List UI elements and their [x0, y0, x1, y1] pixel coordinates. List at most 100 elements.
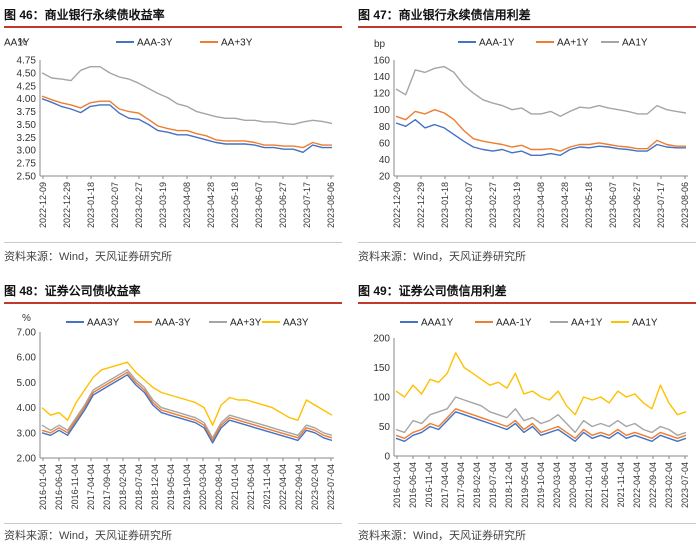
y-tick-label: 4.75	[17, 56, 37, 67]
x-tick-label: 2016-06-04	[408, 462, 418, 508]
series-line-AA3Y	[41, 361, 333, 426]
x-tick-label: 2016-06-04	[54, 464, 64, 510]
legend-label: AA1Y	[632, 318, 658, 329]
y-tick-label: 3.75	[17, 107, 37, 118]
legend-label: AA1Y	[622, 38, 648, 49]
y-tick-label: 160	[373, 56, 390, 67]
y-tick-label: 2.75	[17, 159, 37, 170]
x-tick-label: 2023-02-07	[464, 182, 474, 228]
chart-title: 图 47：商业银行永续债信用利差	[358, 8, 531, 22]
x-tick-label: 2023-06-07	[254, 182, 264, 228]
series-line-AAA-1Y	[395, 408, 687, 440]
x-tick-label: 2020-03-04	[198, 464, 208, 510]
x-tick-label: 2019-05-04	[166, 464, 176, 510]
x-tick-label: 2021-01-04	[584, 462, 594, 508]
x-tick-label: 2023-03-19	[512, 182, 522, 228]
y-tick-label: 5.00	[17, 378, 37, 389]
x-tick-label: 2018-02-04	[118, 464, 128, 510]
source-rule	[4, 523, 342, 524]
y-tick-label: 100	[373, 393, 390, 404]
title-rule	[4, 302, 342, 304]
y-tick-label: 60	[379, 138, 391, 149]
legend-label: AA+3Y	[230, 318, 262, 329]
x-tick-label: 2022-04-04	[632, 462, 642, 508]
x-tick-label: 2023-01-18	[440, 182, 450, 228]
x-tick-label: 2016-01-04	[38, 464, 48, 510]
x-tick-label: 2023-04-08	[182, 182, 192, 228]
source-text: 资料来源：Wind，天风证券研究所	[4, 530, 173, 542]
x-tick-label: 2022-09-04	[294, 464, 304, 510]
y-tick-label: 2.00	[17, 454, 37, 465]
x-tick-label: 2021-06-04	[246, 464, 256, 510]
x-tick-label: 2023-02-04	[310, 464, 320, 510]
y-tick-label: 40	[379, 155, 391, 166]
y-tick-label: 3.25	[17, 133, 37, 144]
x-tick-label: 2021-11-04	[262, 464, 272, 509]
chart-panel-47: 图 47：商业银行永续债信用利差 bp 160 140 120 100 80 60 40 20 2…	[358, 4, 696, 266]
x-tick-label: 2022-12-09	[392, 182, 402, 228]
x-tick-label: 2022-12-09	[38, 182, 48, 228]
x-tick-label: 2021-01-04	[230, 464, 240, 510]
legend-label: AA+1Y	[557, 38, 589, 49]
x-tick-label: 2017-04-04	[86, 464, 96, 510]
x-tick-label: 2019-10-04	[536, 462, 546, 508]
chart-46: % 4.754.50 4.25 4.00 3.75 3.50 3.25 3.00 2.75 2.5…	[4, 37, 336, 228]
series-line-AA+1Y	[395, 108, 686, 152]
x-tick-label: 2017-09-04	[102, 464, 112, 510]
x-tick-label: 2023-08-06	[326, 182, 336, 228]
y-tick-label: 50	[379, 422, 391, 433]
x-tick-label: 2023-01-18	[86, 182, 96, 228]
y-tick-label: 3.00	[17, 146, 37, 157]
y-tick-label: 140	[373, 72, 390, 83]
series-line-AA1Y	[41, 66, 333, 126]
x-tick-label: 2018-07-04	[134, 464, 144, 510]
x-tick-label: 2023-02-27	[134, 182, 144, 228]
x-tick-label: 2023-06-07	[608, 182, 618, 228]
y-tick-label: 2.50	[17, 172, 37, 183]
y-tick-label: 6.00	[17, 353, 37, 364]
x-tick-label: 2023-03-19	[158, 182, 168, 228]
legend-label: AA+1Y	[571, 318, 603, 329]
series-line-AA+3Y	[41, 369, 333, 439]
x-tick-label: 2017-09-04	[456, 462, 466, 508]
x-tick-label: 2018-12-04	[504, 462, 514, 508]
source-text: 资料来源：Wind，天风证券研究所	[358, 251, 527, 263]
y-tick-label: 4.00	[17, 403, 37, 414]
y-tick-label: 4.50	[17, 68, 37, 79]
y-tick-label: 200	[373, 334, 390, 345]
title-rule	[4, 26, 342, 28]
y-tick-label: 3.50	[17, 120, 37, 131]
x-tick-label: 2022-04-04	[278, 464, 288, 510]
x-tick-label: 2023-05-18	[584, 182, 594, 228]
x-tick-label: 2018-12-04	[150, 464, 160, 510]
x-tick-label: 2023-04-28	[560, 182, 570, 228]
chart-panel-49: 图 49：证券公司债信用利差 200 150 100 50 0 2016-01-04 201…	[358, 280, 696, 542]
y-axis-unit: bp	[374, 39, 386, 50]
x-tick-label: 2023-07-04	[680, 462, 690, 508]
series-line-AAA3Y	[41, 374, 333, 444]
series-line-AA1Y	[395, 352, 687, 416]
legend-label: AA+3Y	[221, 38, 253, 49]
x-tick-label: 2018-02-04	[472, 462, 482, 508]
x-tick-label: 2022-12-29	[62, 182, 72, 228]
x-tick-label: 2020-03-04	[552, 462, 562, 508]
y-tick-label: 120	[373, 89, 390, 100]
y-tick-label: 4.25	[17, 81, 37, 92]
x-tick-label: 2018-07-04	[488, 462, 498, 508]
x-tick-label: 2017-04-04	[440, 462, 450, 508]
x-tick-label: 2020-08-04	[214, 464, 224, 510]
chart-panel-46: 图 46：商业银行永续债收益率 % 4.75 4.50 4.25 4.00 3.75 3.5…	[4, 4, 342, 266]
x-tick-label: 2023-06-27	[278, 182, 288, 228]
source-rule	[4, 242, 342, 243]
x-tick-label: 2023-05-18	[230, 182, 240, 228]
x-tick-label: 2023-06-27	[632, 182, 642, 228]
x-tick-label: 2023-07-17	[302, 182, 312, 228]
series-line-AA+3Y	[41, 95, 332, 149]
chart-panel-48: 图 48：证券公司债收益率 % 7.00 6.00 5.00 4.00 3.00 2.00 2…	[4, 280, 342, 542]
legend-label: AA1Y	[4, 38, 30, 49]
y-tick-label: 4.00	[17, 94, 37, 105]
legend-label: AAA-3Y	[137, 38, 173, 49]
